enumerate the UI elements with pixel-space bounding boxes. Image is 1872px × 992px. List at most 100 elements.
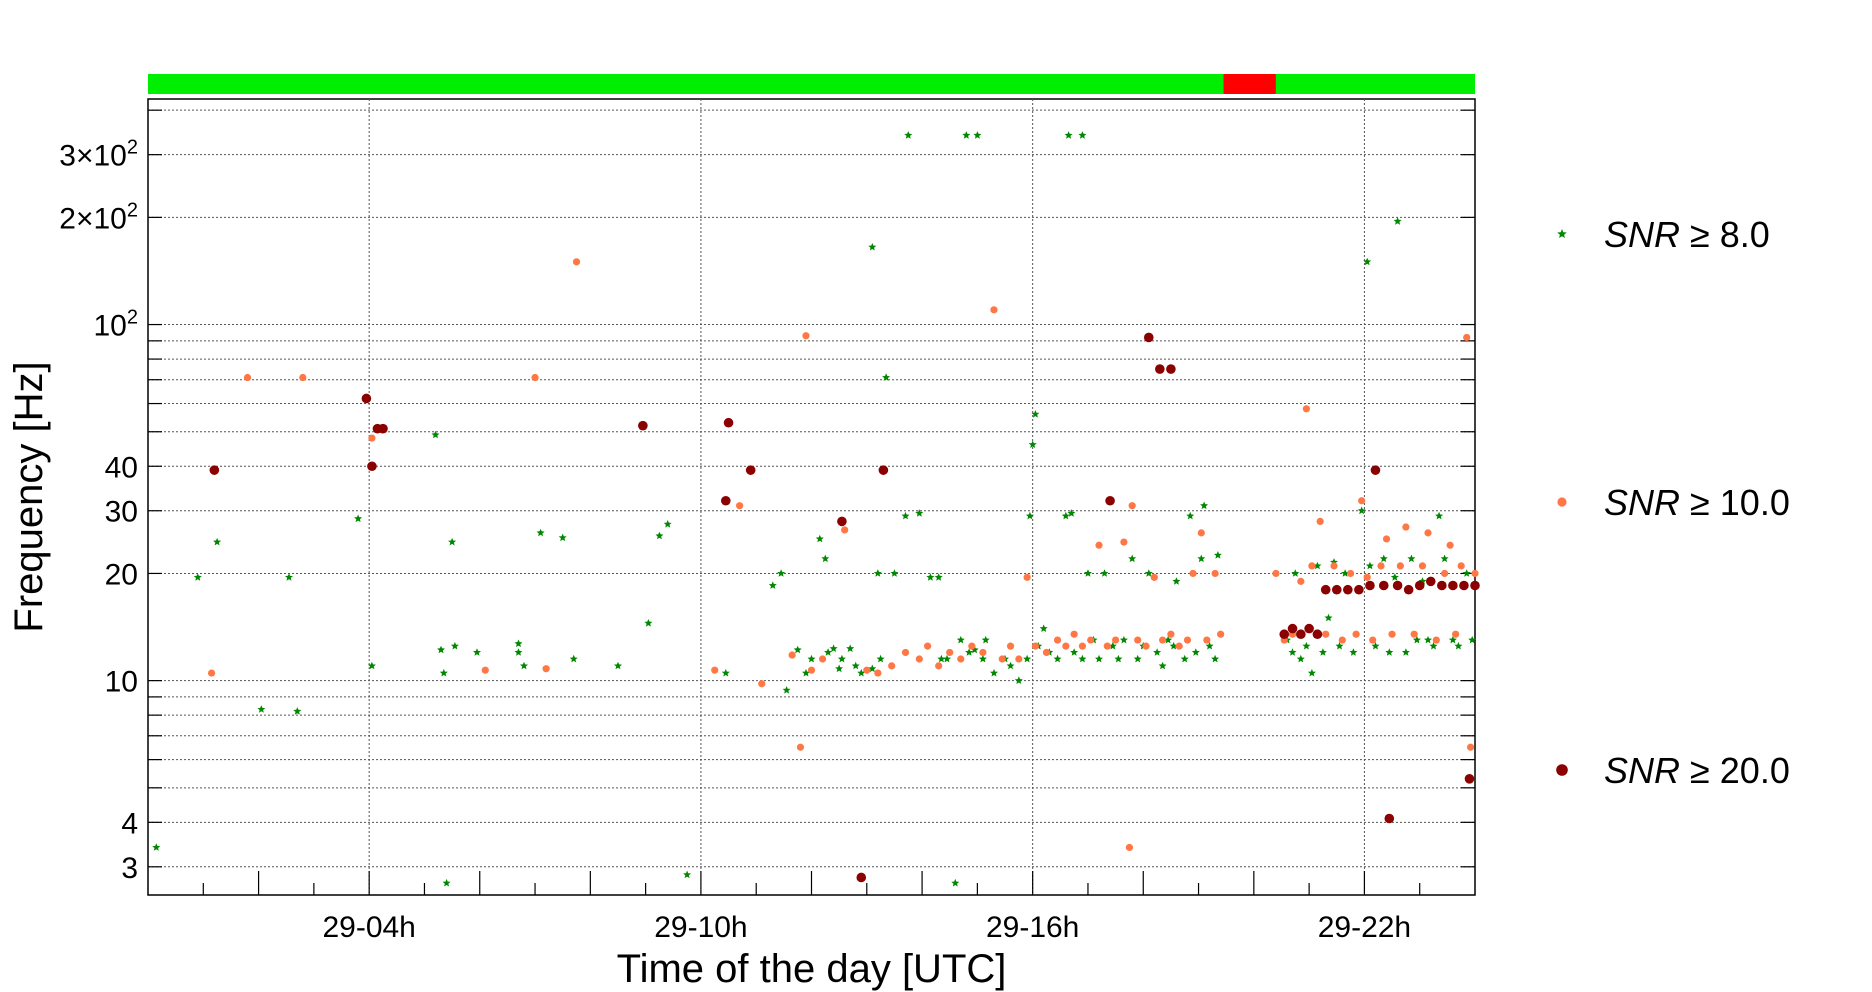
data-point: [644, 619, 653, 627]
data-point: [1078, 654, 1087, 663]
data-point: [736, 502, 744, 510]
data-point: [1134, 636, 1142, 644]
data-point: [572, 258, 581, 266]
data-point: [1424, 529, 1432, 537]
data-point: [1382, 535, 1391, 543]
data-point: [683, 870, 692, 879]
data-point: [1023, 573, 1031, 581]
legend-label: SNR ≥ 10.0: [1604, 482, 1790, 523]
data-point: [1307, 668, 1316, 677]
data-point: [1039, 624, 1048, 632]
data-point: [924, 642, 932, 650]
data-point: [1143, 332, 1154, 343]
y-tick-label: 10: [105, 666, 138, 699]
y-axis-title: Frequency [Hz]: [7, 361, 51, 632]
data-point: [951, 878, 960, 887]
data-point: [1468, 635, 1477, 644]
data-point: [723, 417, 734, 428]
data-point: [1167, 630, 1175, 638]
data-point: [720, 495, 731, 506]
data-point: [437, 645, 445, 654]
data-point: [868, 242, 877, 251]
data-point: [1304, 623, 1314, 634]
data-point: [1335, 641, 1344, 650]
data-point: [1343, 584, 1353, 595]
data-point: [1287, 623, 1298, 634]
data-point: [1354, 584, 1364, 595]
data-point: [1357, 506, 1366, 515]
series-2: [209, 332, 1480, 883]
data-point: [904, 131, 913, 139]
data-point: [431, 430, 440, 439]
data-point: [1291, 569, 1300, 577]
data-point: [1125, 843, 1134, 852]
data-point: [1312, 629, 1323, 640]
data-point: [815, 534, 824, 543]
data-point: [285, 573, 293, 581]
axis-ticks: [148, 109, 1475, 895]
data-point: [1112, 636, 1120, 644]
data-point: [998, 655, 1006, 663]
data-point: [1014, 676, 1023, 684]
y-tick-label: 40: [105, 451, 138, 484]
data-point: [1296, 654, 1305, 663]
data-point: [878, 465, 889, 475]
data-point: [1078, 642, 1087, 650]
data-point: [1279, 629, 1290, 640]
data-point: [1320, 584, 1331, 595]
data-point: [1153, 648, 1162, 656]
data-point: [558, 533, 567, 542]
data-point: [536, 528, 545, 537]
data-point: [937, 654, 946, 663]
data-point: [721, 668, 730, 677]
data-point: [1166, 364, 1176, 374]
data-point: [926, 573, 935, 581]
data-point: [1365, 580, 1375, 591]
data-point: [1297, 577, 1305, 585]
data-point: [1128, 554, 1137, 563]
data-point: [901, 511, 910, 520]
data-point: [1189, 569, 1197, 578]
data-point: [193, 573, 202, 581]
data-point: [442, 878, 451, 887]
data-point: [990, 306, 998, 314]
data-point: [876, 654, 885, 663]
data-point: [973, 131, 982, 139]
data-point: [1159, 636, 1167, 644]
data-point: [367, 661, 376, 670]
data-point: [1211, 569, 1219, 578]
data-point: [368, 434, 376, 442]
data-point: [1205, 641, 1214, 650]
data-point: [1169, 641, 1178, 650]
data-point: [439, 668, 448, 677]
data-point: [243, 373, 252, 382]
x-tick-label: 29-16h: [986, 911, 1079, 944]
data-point: [863, 666, 871, 674]
data-point: [935, 662, 943, 670]
data-point: [1392, 580, 1403, 591]
data-point: [1338, 636, 1346, 644]
data-point: [957, 655, 965, 663]
data-point: [1324, 613, 1333, 622]
data-point: [1401, 648, 1410, 656]
data-point: [1403, 584, 1414, 595]
data-point: [841, 526, 849, 534]
data-point: [213, 537, 222, 546]
data-point: [1200, 501, 1209, 510]
data-point: [796, 743, 805, 751]
data-point: [807, 654, 816, 663]
grid: [148, 99, 1475, 895]
data-point: [1452, 630, 1460, 638]
data-point: [1108, 641, 1117, 650]
data-point: [1363, 573, 1371, 581]
data-point: [1308, 562, 1316, 570]
data-point: [1384, 813, 1395, 824]
data-point: [821, 554, 830, 563]
data-point: [888, 662, 896, 670]
data-point: [514, 639, 523, 648]
data-point: [1424, 635, 1432, 644]
data-point: [473, 648, 481, 656]
data-point: [768, 581, 777, 589]
data-point: [520, 661, 528, 670]
data-point: [1272, 569, 1280, 578]
